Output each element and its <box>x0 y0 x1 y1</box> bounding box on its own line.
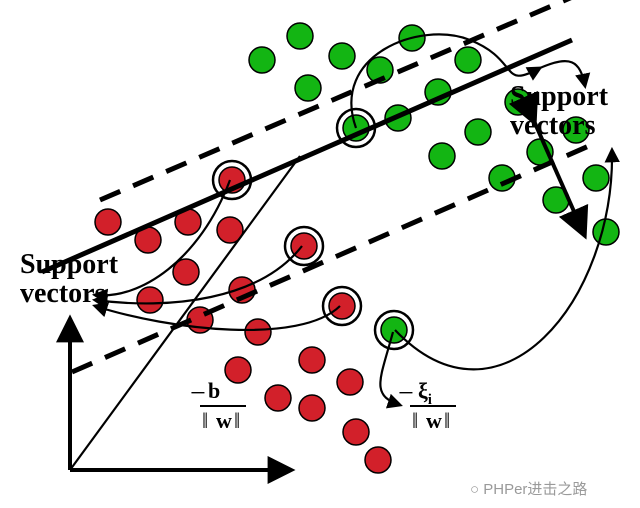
green-point <box>455 47 481 73</box>
denominator: w <box>216 408 232 433</box>
green-point <box>593 219 619 245</box>
minus-sign: − <box>190 378 206 409</box>
green-point <box>295 75 321 101</box>
red-point <box>95 209 121 235</box>
vectors-text: vectors <box>510 111 608 140</box>
norm-bar: ‖ <box>202 408 208 433</box>
vectors-text: vectors <box>20 279 118 308</box>
watermark: ○ PHPer进击之路 <box>470 478 587 499</box>
denominator: w <box>426 408 442 433</box>
norm-bar: ‖ <box>412 408 418 433</box>
support-vectors-label-right: Support vectors <box>510 82 608 141</box>
red-point <box>299 395 325 421</box>
green-point <box>329 43 355 69</box>
minus-sign: − <box>398 378 414 409</box>
red-point <box>343 419 369 445</box>
support-text: Support <box>20 250 118 279</box>
green-point <box>287 23 313 49</box>
norm-bar: ‖ <box>234 408 240 433</box>
red-point <box>265 385 291 411</box>
green-point <box>583 165 609 191</box>
numerator: ξi <box>418 378 432 408</box>
norm-bar: ‖ <box>444 408 450 433</box>
green-point <box>465 119 491 145</box>
support-vectors-label-left: Support vectors <box>20 250 118 309</box>
origin-to-hyperplane-line <box>70 156 300 470</box>
numerator: b <box>208 378 220 403</box>
fraction-label: −b‖w‖ <box>190 378 246 433</box>
red-point <box>337 369 363 395</box>
fraction-label: −ξi‖w‖ <box>398 378 456 433</box>
red-point <box>329 293 355 319</box>
green-point <box>429 143 455 169</box>
red-point <box>299 347 325 373</box>
red-point <box>245 319 271 345</box>
red-point <box>365 447 391 473</box>
support-text: Support <box>510 82 608 111</box>
green-point <box>249 47 275 73</box>
red-point <box>225 357 251 383</box>
red-point <box>137 287 163 313</box>
watermark-text: PHPer进击之路 <box>483 481 587 498</box>
watermark-icon: ○ <box>470 481 479 498</box>
